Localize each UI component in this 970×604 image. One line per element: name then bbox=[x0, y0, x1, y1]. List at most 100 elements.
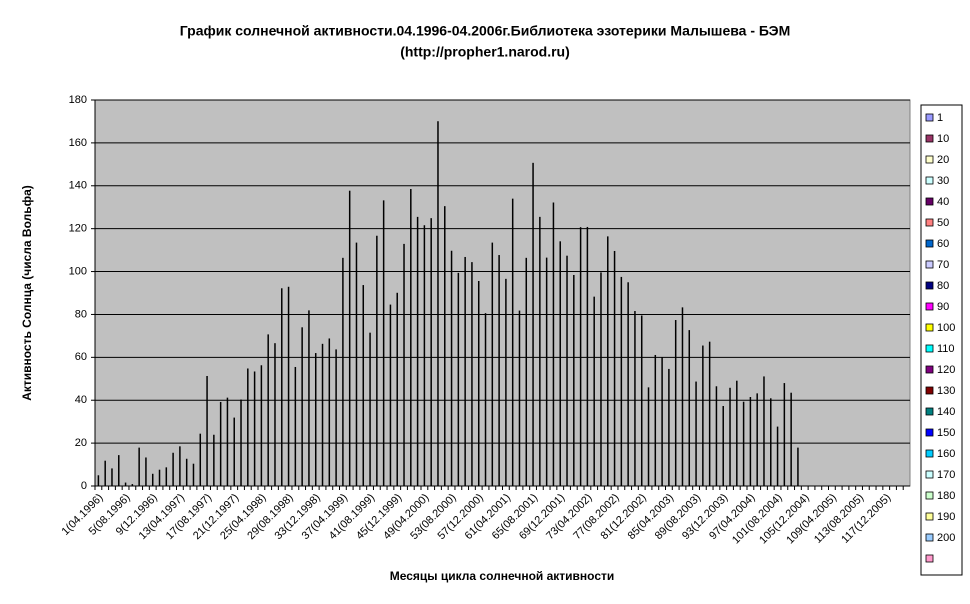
bar bbox=[185, 458, 188, 486]
bar bbox=[199, 433, 202, 486]
bar bbox=[756, 393, 758, 486]
bar bbox=[681, 307, 684, 486]
bar bbox=[783, 383, 786, 486]
bar bbox=[464, 256, 466, 486]
legend-swatch bbox=[925, 260, 934, 269]
bar bbox=[301, 327, 303, 486]
bar bbox=[287, 286, 290, 486]
bar bbox=[573, 274, 575, 486]
legend-swatch bbox=[925, 533, 934, 542]
bar bbox=[722, 406, 724, 486]
legend-label: 1 bbox=[937, 112, 943, 124]
bar bbox=[729, 387, 731, 486]
y-axis-title: Активность Солнца (числа Вольфа) bbox=[20, 185, 34, 401]
legend-swatch bbox=[925, 512, 934, 521]
bar bbox=[674, 320, 677, 486]
legend-label: 170 bbox=[937, 469, 955, 481]
bar bbox=[695, 381, 697, 486]
bar bbox=[213, 434, 215, 486]
bar bbox=[151, 473, 154, 486]
legend-label: 100 bbox=[937, 322, 955, 334]
legend-swatch bbox=[925, 134, 934, 143]
bar bbox=[342, 257, 344, 486]
y-tick-label: 40 bbox=[75, 394, 87, 406]
bar bbox=[545, 257, 548, 486]
bar bbox=[661, 357, 663, 486]
bar bbox=[593, 296, 595, 486]
bar bbox=[457, 272, 460, 486]
bar bbox=[702, 345, 704, 486]
legend-swatch bbox=[925, 365, 934, 374]
bar bbox=[233, 417, 235, 486]
bar bbox=[172, 452, 174, 486]
legend-label: 140 bbox=[937, 406, 955, 418]
bar bbox=[776, 426, 779, 486]
bar bbox=[206, 375, 208, 486]
bar bbox=[219, 401, 222, 486]
bar bbox=[321, 343, 324, 486]
bar bbox=[335, 349, 337, 486]
legend-swatch bbox=[925, 302, 934, 311]
legend-swatch bbox=[925, 281, 934, 290]
plot-area bbox=[94, 99, 911, 487]
bar bbox=[97, 475, 100, 486]
legend-label: 50 bbox=[937, 217, 949, 229]
bar bbox=[566, 255, 568, 486]
bar bbox=[797, 447, 799, 486]
bar bbox=[647, 387, 650, 486]
bar bbox=[165, 467, 168, 486]
legend-label: 110 bbox=[937, 343, 955, 355]
bar bbox=[355, 242, 358, 486]
bar bbox=[247, 368, 249, 486]
y-tick-label: 20 bbox=[75, 437, 87, 449]
bar bbox=[192, 463, 195, 486]
bar bbox=[314, 353, 317, 486]
legend-label: 90 bbox=[937, 301, 949, 313]
legend-label: 190 bbox=[937, 511, 955, 523]
bar bbox=[253, 371, 256, 486]
bar bbox=[491, 242, 494, 486]
bar bbox=[477, 280, 480, 486]
bar bbox=[274, 343, 276, 486]
bar bbox=[260, 365, 263, 486]
y-tick-label: 100 bbox=[69, 265, 87, 277]
y-tick-label: 180 bbox=[69, 94, 87, 106]
bar bbox=[539, 216, 541, 486]
bar bbox=[607, 236, 609, 486]
bar bbox=[749, 397, 752, 486]
legend-label: 120 bbox=[937, 364, 955, 376]
legend-swatch bbox=[925, 344, 934, 353]
legend-swatch bbox=[925, 239, 934, 248]
bar bbox=[396, 292, 398, 486]
bar bbox=[770, 398, 772, 486]
bar bbox=[579, 227, 582, 486]
bar bbox=[118, 455, 120, 486]
bar bbox=[654, 354, 657, 486]
bar bbox=[138, 447, 140, 486]
legend-label: 180 bbox=[937, 490, 955, 502]
bar bbox=[410, 188, 412, 486]
bar bbox=[430, 218, 432, 487]
legend-swatch bbox=[925, 491, 934, 500]
legend-swatch bbox=[925, 554, 934, 563]
bar bbox=[668, 368, 670, 486]
bar bbox=[328, 338, 331, 486]
bar bbox=[620, 276, 623, 486]
y-tick-label: 80 bbox=[75, 308, 87, 320]
legend-label: 20 bbox=[937, 154, 949, 166]
legend-label: 80 bbox=[937, 280, 949, 292]
bar bbox=[634, 311, 636, 486]
bar bbox=[145, 457, 147, 486]
chart-title: График солнечной активности.04.1996-04.2… bbox=[180, 23, 791, 39]
bar bbox=[640, 315, 643, 486]
legend-swatch bbox=[925, 176, 934, 185]
bar bbox=[613, 250, 616, 486]
bar bbox=[376, 235, 378, 486]
y-tick-label: 120 bbox=[69, 223, 87, 235]
bar bbox=[518, 310, 521, 486]
bar bbox=[226, 397, 229, 486]
legend-swatch bbox=[925, 428, 934, 437]
legend-label: 40 bbox=[937, 196, 949, 208]
legend-label: 10 bbox=[937, 133, 949, 145]
